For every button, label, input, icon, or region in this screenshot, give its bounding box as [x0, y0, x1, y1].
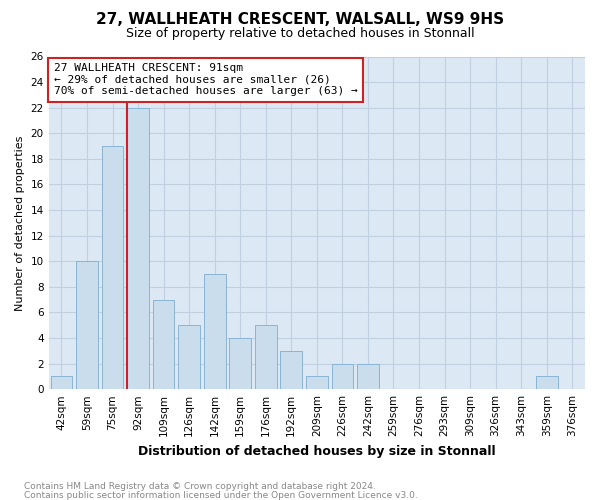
Text: Size of property relative to detached houses in Stonnall: Size of property relative to detached ho… — [125, 28, 475, 40]
Bar — [255, 325, 277, 389]
Text: 27, WALLHEATH CRESCENT, WALSALL, WS9 9HS: 27, WALLHEATH CRESCENT, WALSALL, WS9 9HS — [96, 12, 504, 28]
Bar — [76, 261, 98, 389]
Bar — [332, 364, 353, 389]
Bar — [127, 108, 149, 389]
Bar — [357, 364, 379, 389]
Text: Contains HM Land Registry data © Crown copyright and database right 2024.: Contains HM Land Registry data © Crown c… — [24, 482, 376, 491]
Bar — [178, 325, 200, 389]
Bar — [280, 351, 302, 389]
Bar — [229, 338, 251, 389]
Bar — [204, 274, 226, 389]
Bar — [306, 376, 328, 389]
Bar — [50, 376, 72, 389]
Bar — [101, 146, 124, 389]
Bar — [153, 300, 175, 389]
Bar — [536, 376, 557, 389]
Y-axis label: Number of detached properties: Number of detached properties — [15, 135, 25, 310]
X-axis label: Distribution of detached houses by size in Stonnall: Distribution of detached houses by size … — [138, 444, 496, 458]
Text: 27 WALLHEATH CRESCENT: 91sqm
← 29% of detached houses are smaller (26)
70% of se: 27 WALLHEATH CRESCENT: 91sqm ← 29% of de… — [54, 63, 358, 96]
Text: Contains public sector information licensed under the Open Government Licence v3: Contains public sector information licen… — [24, 490, 418, 500]
